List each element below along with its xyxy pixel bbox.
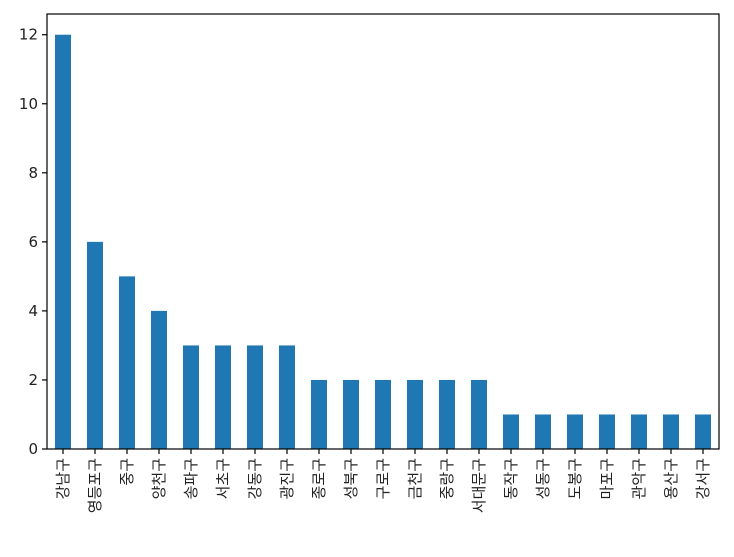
x-tick-label-3: 양천구 — [150, 458, 168, 499]
bar-5 — [215, 345, 231, 449]
x-tick-label-13: 서대문구 — [470, 458, 488, 513]
plot-frame — [46, 13, 720, 450]
y-axis: 0 2 4 6 8 10 12 — [19, 26, 47, 458]
bar-8 — [311, 379, 327, 449]
bar-3 — [151, 310, 167, 449]
bar-19 — [663, 414, 679, 449]
x-tick-label-7: 광진구 — [278, 458, 296, 499]
bar-14 — [503, 414, 519, 449]
y-tick-label-5: 10 — [19, 95, 38, 113]
bar-4 — [183, 345, 199, 449]
x-tick-label-1: 영등포구 — [86, 458, 104, 513]
y-tick-label-4: 8 — [28, 164, 38, 182]
bar-17 — [599, 414, 615, 449]
bar-6 — [247, 345, 263, 449]
x-tick-label-0: 강남구 — [54, 458, 72, 499]
bar-0 — [55, 34, 71, 449]
bar-7 — [279, 345, 295, 449]
x-tick-label-5: 서초구 — [214, 458, 232, 499]
y-tick-label-2: 4 — [28, 302, 38, 320]
x-axis: 강남구 영등포구 중구 양천구 송파구 서초구 강동구 광진구 종로구 성북구 구로구 금천구 중랑구 서… — [54, 449, 712, 513]
x-tick-label-15: 성동구 — [534, 458, 552, 499]
bars-group — [55, 34, 711, 449]
x-tick-label-10: 구로구 — [374, 458, 392, 499]
x-tick-label-20: 강서구 — [694, 458, 712, 499]
x-tick-label-19: 용산구 — [662, 458, 680, 499]
bar-18 — [631, 414, 647, 449]
bar-10 — [375, 379, 391, 449]
bar-1 — [87, 241, 103, 449]
x-tick-label-9: 성북구 — [342, 458, 360, 499]
x-tick-label-14: 동작구 — [502, 458, 520, 499]
x-tick-label-18: 관악구 — [630, 458, 648, 499]
x-tick-label-2: 중구 — [118, 458, 136, 486]
bar-13 — [471, 379, 487, 449]
bar-15 — [535, 414, 551, 449]
bar-11 — [407, 379, 423, 449]
y-tick-label-3: 6 — [28, 233, 38, 251]
y-tick-label-1: 2 — [28, 371, 38, 389]
y-tick-label-0: 0 — [28, 440, 38, 458]
x-tick-label-12: 중랑구 — [438, 458, 456, 499]
x-tick-label-6: 강동구 — [246, 458, 264, 499]
bar-2 — [119, 276, 135, 449]
x-tick-label-17: 마포구 — [598, 458, 616, 499]
x-tick-label-11: 금천구 — [406, 458, 424, 499]
x-tick-label-8: 종로구 — [310, 458, 328, 499]
x-tick-label-4: 송파구 — [182, 458, 200, 499]
y-tick-label-6: 12 — [19, 26, 38, 44]
bar-16 — [567, 414, 583, 449]
bar-12 — [439, 379, 455, 449]
x-tick-label-16: 도봉구 — [566, 458, 584, 499]
bar-9 — [343, 379, 359, 449]
bar-20 — [695, 414, 711, 449]
